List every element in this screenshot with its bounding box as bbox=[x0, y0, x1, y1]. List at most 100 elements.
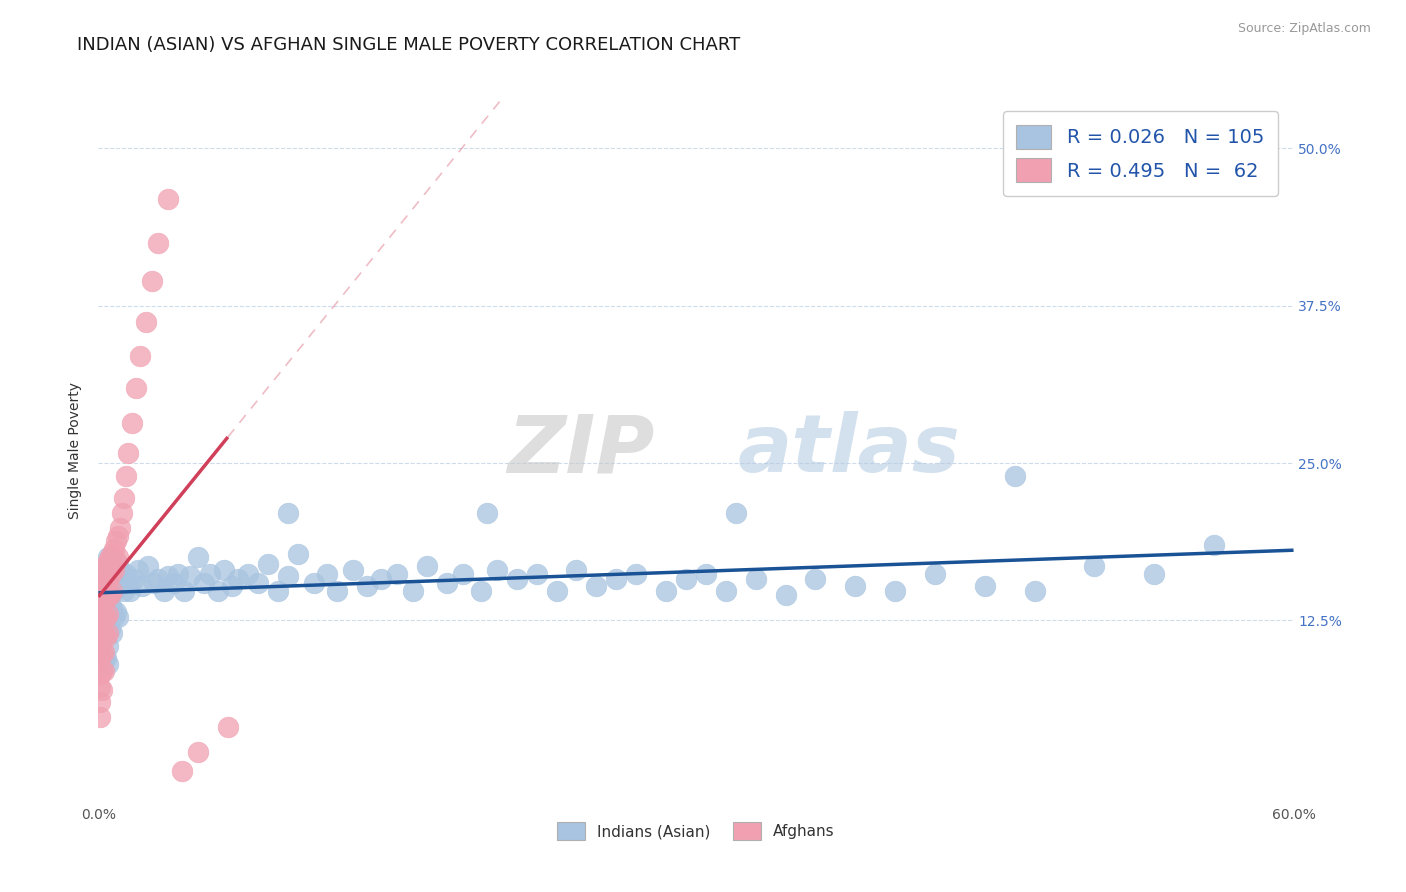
Point bbox=[103, 566, 125, 581]
Point bbox=[207, 584, 229, 599]
Point bbox=[804, 572, 827, 586]
Point bbox=[605, 572, 627, 586]
Point bbox=[107, 529, 129, 543]
Point bbox=[89, 626, 111, 640]
Point bbox=[135, 315, 157, 329]
Point bbox=[91, 597, 114, 611]
Point bbox=[96, 626, 118, 640]
Point bbox=[1143, 566, 1166, 581]
Legend: Indians (Asian), Afghans: Indians (Asian), Afghans bbox=[550, 814, 842, 848]
Point bbox=[506, 572, 529, 586]
Point bbox=[107, 609, 129, 624]
Point bbox=[526, 566, 548, 581]
Point bbox=[167, 566, 190, 581]
Point bbox=[714, 584, 737, 599]
Point bbox=[96, 607, 118, 621]
Point bbox=[121, 416, 143, 430]
Point bbox=[221, 579, 243, 593]
Point bbox=[98, 569, 122, 583]
Point bbox=[97, 572, 120, 586]
Point bbox=[91, 682, 114, 697]
Point bbox=[93, 651, 115, 665]
Point bbox=[163, 575, 186, 590]
Point bbox=[212, 563, 235, 577]
Point bbox=[844, 579, 866, 593]
Point bbox=[89, 667, 111, 681]
Point bbox=[385, 566, 409, 581]
Point bbox=[585, 579, 607, 593]
Point bbox=[1083, 559, 1105, 574]
Point bbox=[546, 584, 568, 599]
Point bbox=[89, 680, 111, 694]
Point bbox=[101, 563, 124, 577]
Point bbox=[107, 579, 129, 593]
Point bbox=[91, 572, 114, 586]
Point bbox=[217, 720, 239, 734]
Point bbox=[105, 534, 128, 549]
Point bbox=[655, 584, 678, 599]
Point bbox=[141, 274, 163, 288]
Point bbox=[115, 468, 138, 483]
Point bbox=[97, 619, 120, 633]
Point bbox=[91, 613, 114, 627]
Point bbox=[89, 639, 111, 653]
Point bbox=[416, 559, 439, 574]
Point bbox=[402, 584, 425, 599]
Point bbox=[451, 566, 474, 581]
Point bbox=[93, 626, 115, 640]
Point bbox=[101, 547, 124, 561]
Point bbox=[103, 584, 125, 599]
Point bbox=[198, 566, 221, 581]
Point bbox=[103, 541, 125, 556]
Point bbox=[115, 566, 138, 581]
Point bbox=[89, 695, 111, 709]
Point bbox=[98, 588, 122, 602]
Point bbox=[110, 521, 132, 535]
Point bbox=[124, 572, 146, 586]
Point bbox=[111, 569, 134, 583]
Point bbox=[973, 579, 995, 593]
Point bbox=[93, 609, 115, 624]
Point bbox=[187, 550, 209, 565]
Point bbox=[724, 507, 747, 521]
Point bbox=[277, 507, 299, 521]
Text: ZIP: ZIP bbox=[506, 411, 654, 490]
Point bbox=[101, 600, 124, 615]
Point bbox=[93, 579, 115, 593]
Point bbox=[148, 572, 170, 586]
Point bbox=[98, 597, 122, 611]
Point bbox=[93, 607, 115, 621]
Point bbox=[89, 710, 111, 724]
Point bbox=[675, 572, 697, 586]
Point bbox=[1202, 538, 1225, 552]
Point bbox=[117, 446, 139, 460]
Point bbox=[157, 192, 180, 206]
Point bbox=[370, 572, 392, 586]
Point bbox=[91, 664, 114, 678]
Point bbox=[89, 584, 111, 599]
Point bbox=[107, 557, 129, 571]
Point bbox=[93, 645, 115, 659]
Point bbox=[236, 566, 259, 581]
Point bbox=[565, 563, 588, 577]
Point bbox=[98, 550, 122, 565]
Point bbox=[105, 605, 128, 619]
Point bbox=[96, 651, 118, 665]
Point bbox=[226, 572, 249, 586]
Point bbox=[101, 563, 124, 577]
Point bbox=[485, 563, 508, 577]
Point bbox=[1024, 584, 1046, 599]
Point bbox=[96, 609, 118, 624]
Point bbox=[110, 575, 132, 590]
Point bbox=[93, 594, 115, 608]
Point bbox=[117, 575, 139, 590]
Point bbox=[103, 563, 125, 577]
Point bbox=[112, 584, 135, 599]
Point bbox=[96, 630, 118, 644]
Point bbox=[96, 591, 118, 606]
Point bbox=[91, 630, 114, 644]
Point bbox=[93, 588, 115, 602]
Point bbox=[267, 584, 290, 599]
Point bbox=[98, 559, 122, 574]
Point bbox=[96, 559, 118, 574]
